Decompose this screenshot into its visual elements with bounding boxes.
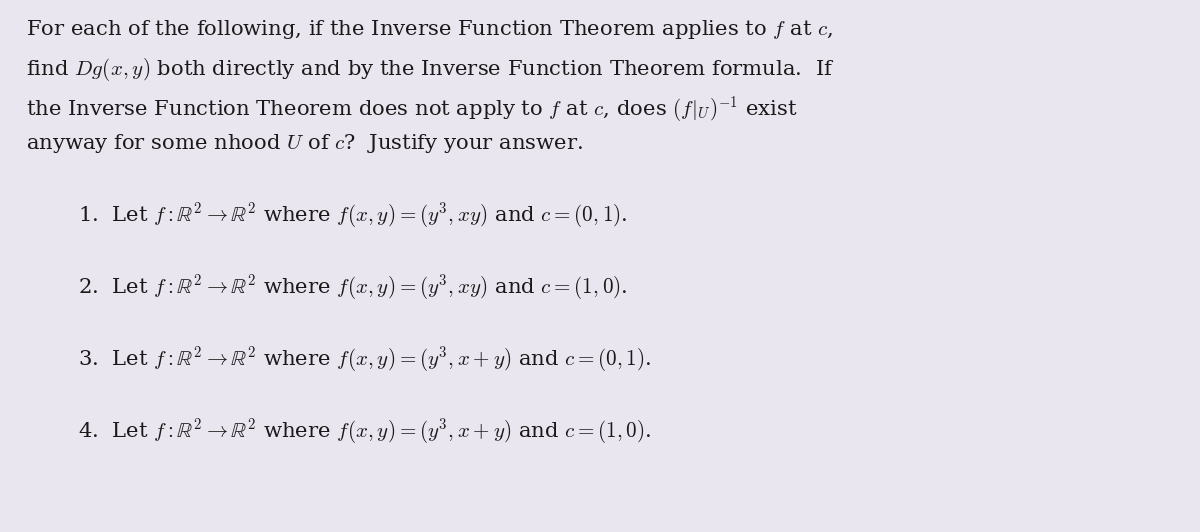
Text: 3.  Let $f : \mathbb{R}^2 \to \mathbb{R}^2$ where $f(x, y) = (y^3, x + y)$ and $: 3. Let $f : \mathbb{R}^2 \to \mathbb{R}^… [78, 344, 652, 373]
Text: 4.  Let $f : \mathbb{R}^2 \to \mathbb{R}^2$ where $f(x, y) = (y^3, x + y)$ and $: 4. Let $f : \mathbb{R}^2 \to \mathbb{R}^… [78, 416, 652, 446]
Text: the Inverse Function Theorem does not apply to $f$ at $c$, does $(f|_U)^{-1}$ ex: the Inverse Function Theorem does not ap… [26, 94, 798, 123]
Text: anyway for some nhood $U$ of $c$?  Justify your answer.: anyway for some nhood $U$ of $c$? Justif… [26, 132, 583, 155]
Text: find $Dg(x, y)$ both directly and by the Inverse Function Theorem formula.  If: find $Dg(x, y)$ both directly and by the… [26, 56, 835, 83]
Text: 2.  Let $f : \mathbb{R}^2 \to \mathbb{R}^2$ where $f(x, y) = (y^3, xy)$ and $c =: 2. Let $f : \mathbb{R}^2 \to \mathbb{R}^… [78, 272, 628, 302]
Text: 1.  Let $f : \mathbb{R}^2 \to \mathbb{R}^2$ where $f(x, y) = (y^3, xy)$ and $c =: 1. Let $f : \mathbb{R}^2 \to \mathbb{R}^… [78, 200, 628, 230]
Text: For each of the following, if the Inverse Function Theorem applies to $f$ at $c$: For each of the following, if the Invers… [26, 18, 834, 41]
